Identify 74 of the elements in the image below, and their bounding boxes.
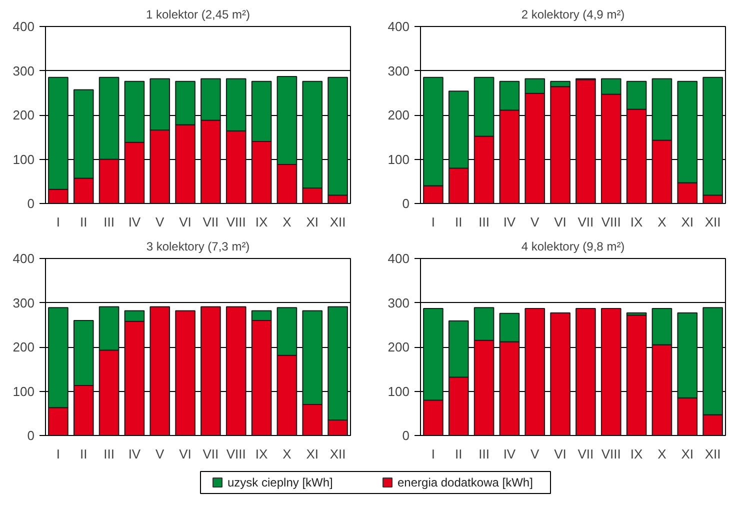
x-tick-label: II: [455, 446, 462, 462]
x-tick-label: II: [455, 214, 462, 230]
x-tick-label: XII: [330, 214, 346, 230]
x-tick-label: VIII: [226, 214, 246, 230]
y-tick-label: 400: [388, 251, 410, 266]
y-tick-label: 0: [402, 428, 410, 443]
x-tick-label: VII: [202, 214, 219, 230]
x-tick-label: XI: [306, 446, 319, 462]
y-tick-label: 100: [388, 152, 410, 167]
x-tick-label: III: [104, 214, 114, 230]
x-tick-label: IX: [630, 214, 644, 230]
x-tick-label: I: [56, 446, 60, 462]
y-tick-label: 200: [388, 108, 410, 122]
x-tick-label: VII: [202, 446, 219, 462]
x-tick-label: VIII: [226, 446, 246, 462]
x-tick-label: V: [156, 214, 165, 230]
x-tick-label: III: [478, 446, 490, 462]
y-tick-label: 0: [27, 428, 35, 443]
y-tick-label: 300: [12, 63, 35, 78]
chart-title: 4 kolektory (9,8 m²): [521, 240, 625, 254]
x-tick-label: II: [80, 214, 88, 230]
y-tick-label: 100: [12, 152, 35, 167]
x-tick-label: IX: [255, 446, 268, 462]
y-tick-label: 400: [12, 251, 35, 266]
chart-title: 3 kolektory (7,3 m²): [146, 240, 250, 254]
x-tick-label: XII: [704, 446, 721, 462]
x-tick-label: VI: [554, 446, 566, 462]
x-tick-label: IV: [128, 214, 141, 230]
x-tick-label: II: [80, 446, 88, 462]
x-tick-label: VIII: [601, 214, 621, 230]
x-tick-label: I: [431, 446, 436, 462]
x-tick-label: VI: [179, 446, 192, 462]
x-tick-label: XII: [330, 446, 346, 462]
y-tick-label: 200: [12, 340, 35, 354]
y-tick-label: 400: [388, 19, 410, 34]
x-tick-label: VII: [578, 446, 594, 462]
x-tick-label: I: [56, 214, 60, 230]
chart-title: 1 kolektor (2,45 m²): [146, 8, 250, 22]
y-tick-label: 200: [388, 340, 410, 354]
x-tick-label: IV: [503, 214, 516, 230]
x-tick-label: X: [658, 214, 667, 230]
y-tick-label: 300: [388, 295, 410, 310]
x-tick-label: V: [530, 446, 540, 462]
y-tick-label: 200: [12, 108, 35, 122]
y-tick-label: 0: [402, 196, 410, 211]
y-tick-label: 100: [12, 384, 35, 399]
legend-label: uzysk cieplny [kWh]: [228, 476, 333, 490]
x-tick-label: III: [104, 446, 114, 462]
y-tick-label: 0: [27, 196, 35, 211]
x-tick-label: I: [431, 214, 436, 230]
x-tick-label: IV: [503, 446, 516, 462]
x-tick-label: IX: [630, 446, 644, 462]
x-tick-label: IV: [128, 446, 141, 462]
x-tick-label: X: [282, 214, 292, 230]
x-tick-label: III: [478, 214, 490, 230]
x-tick-label: VI: [179, 214, 192, 230]
x-tick-label: XI: [681, 214, 694, 230]
x-tick-label: XII: [704, 214, 721, 230]
x-tick-label: VI: [554, 214, 566, 230]
x-tick-label: VIII: [601, 446, 621, 462]
y-tick-label: 300: [12, 295, 35, 310]
x-tick-label: X: [658, 446, 667, 462]
x-tick-label: VII: [578, 214, 594, 230]
x-tick-label: IX: [255, 214, 268, 230]
x-tick-label: XI: [681, 446, 694, 462]
x-tick-label: V: [530, 214, 540, 230]
y-tick-label: 400: [12, 19, 35, 34]
y-tick-label: 100: [388, 384, 410, 399]
y-tick-label: 300: [388, 63, 410, 78]
legend-label: energia dodatkowa [kWh]: [398, 476, 533, 490]
x-tick-label: XI: [306, 214, 319, 230]
chart-title: 2 kolektory (4,9 m²): [521, 8, 625, 22]
x-tick-label: V: [156, 446, 165, 462]
x-tick-label: X: [282, 446, 292, 462]
